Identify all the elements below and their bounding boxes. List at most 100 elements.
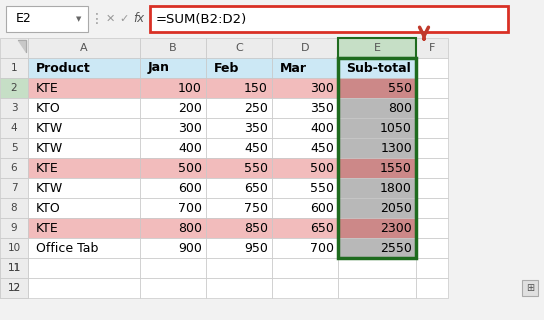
Bar bbox=[0, 158, 28, 178]
Text: 12: 12 bbox=[8, 283, 21, 293]
Bar bbox=[338, 258, 416, 278]
Bar bbox=[0, 118, 28, 138]
Bar bbox=[28, 278, 140, 298]
Bar bbox=[338, 38, 416, 58]
Text: 550: 550 bbox=[244, 162, 268, 174]
Bar bbox=[0, 258, 28, 278]
Text: F: F bbox=[429, 43, 435, 53]
Bar bbox=[28, 198, 140, 218]
Text: 500: 500 bbox=[310, 162, 334, 174]
Text: 300: 300 bbox=[178, 122, 202, 134]
Text: fx: fx bbox=[133, 12, 145, 26]
Text: 400: 400 bbox=[178, 141, 202, 155]
Bar bbox=[0, 38, 28, 58]
Text: 350: 350 bbox=[244, 122, 268, 134]
Bar bbox=[338, 78, 416, 98]
Bar bbox=[28, 258, 140, 278]
Bar bbox=[206, 218, 272, 238]
Bar bbox=[140, 238, 206, 258]
Bar bbox=[522, 280, 538, 296]
Bar bbox=[338, 198, 416, 218]
Text: 400: 400 bbox=[310, 122, 334, 134]
Text: 200: 200 bbox=[178, 101, 202, 115]
Bar bbox=[416, 138, 448, 158]
Text: ✕: ✕ bbox=[106, 14, 115, 24]
Text: C: C bbox=[235, 43, 243, 53]
Text: 350: 350 bbox=[310, 101, 334, 115]
Text: KTE: KTE bbox=[36, 162, 59, 174]
Bar bbox=[206, 38, 272, 58]
Text: 550: 550 bbox=[388, 82, 412, 94]
Bar bbox=[140, 178, 206, 198]
Text: KTW: KTW bbox=[36, 122, 63, 134]
Bar bbox=[140, 118, 206, 138]
Text: 250: 250 bbox=[244, 101, 268, 115]
Bar bbox=[272, 158, 338, 178]
Bar bbox=[416, 238, 448, 258]
Bar bbox=[272, 178, 338, 198]
Bar bbox=[272, 78, 338, 98]
Bar bbox=[338, 98, 416, 118]
Bar bbox=[28, 238, 140, 258]
Text: 750: 750 bbox=[244, 202, 268, 214]
Text: 500: 500 bbox=[178, 162, 202, 174]
Bar bbox=[28, 58, 140, 78]
Bar bbox=[0, 78, 28, 98]
Bar bbox=[28, 138, 140, 158]
Bar bbox=[416, 198, 448, 218]
Bar bbox=[28, 118, 140, 138]
Bar bbox=[272, 38, 338, 58]
Bar bbox=[272, 238, 338, 258]
Polygon shape bbox=[18, 40, 26, 52]
Bar bbox=[416, 178, 448, 198]
Bar bbox=[140, 78, 206, 98]
Text: KTE: KTE bbox=[36, 82, 59, 94]
Text: E: E bbox=[374, 43, 380, 53]
Text: 850: 850 bbox=[244, 221, 268, 235]
Text: 950: 950 bbox=[244, 242, 268, 254]
Bar bbox=[0, 98, 28, 118]
Text: 2300: 2300 bbox=[380, 221, 412, 235]
Text: ⊞: ⊞ bbox=[526, 283, 534, 293]
Text: 650: 650 bbox=[310, 221, 334, 235]
Bar bbox=[206, 178, 272, 198]
Bar bbox=[206, 158, 272, 178]
Text: 150: 150 bbox=[244, 82, 268, 94]
Bar bbox=[338, 218, 416, 238]
Text: 600: 600 bbox=[178, 181, 202, 195]
Text: 11: 11 bbox=[8, 263, 21, 273]
Text: 8: 8 bbox=[11, 203, 17, 213]
Text: Jan: Jan bbox=[148, 61, 170, 75]
Text: KTE: KTE bbox=[36, 221, 59, 235]
Bar bbox=[272, 138, 338, 158]
Bar bbox=[272, 218, 338, 238]
Bar bbox=[206, 258, 272, 278]
Text: KTO: KTO bbox=[36, 101, 61, 115]
Text: 3: 3 bbox=[11, 103, 17, 113]
Text: 7: 7 bbox=[11, 183, 17, 193]
Text: 10: 10 bbox=[8, 243, 21, 253]
Bar bbox=[140, 138, 206, 158]
Bar bbox=[206, 198, 272, 218]
Bar bbox=[416, 58, 448, 78]
Bar bbox=[28, 78, 140, 98]
Bar bbox=[28, 178, 140, 198]
Text: 300: 300 bbox=[310, 82, 334, 94]
Bar bbox=[206, 118, 272, 138]
Bar bbox=[0, 198, 28, 218]
Bar bbox=[338, 58, 416, 78]
Bar bbox=[272, 258, 338, 278]
Bar bbox=[0, 218, 28, 238]
Bar bbox=[0, 0, 544, 38]
Bar bbox=[338, 138, 416, 158]
Text: 2550: 2550 bbox=[380, 242, 412, 254]
Bar bbox=[338, 58, 416, 258]
Text: 6: 6 bbox=[11, 163, 17, 173]
Bar bbox=[338, 158, 416, 178]
Text: 100: 100 bbox=[178, 82, 202, 94]
Bar bbox=[0, 138, 28, 158]
Text: Sub-total: Sub-total bbox=[346, 61, 411, 75]
Bar bbox=[416, 38, 448, 58]
Bar bbox=[28, 158, 140, 178]
Bar bbox=[416, 258, 448, 278]
